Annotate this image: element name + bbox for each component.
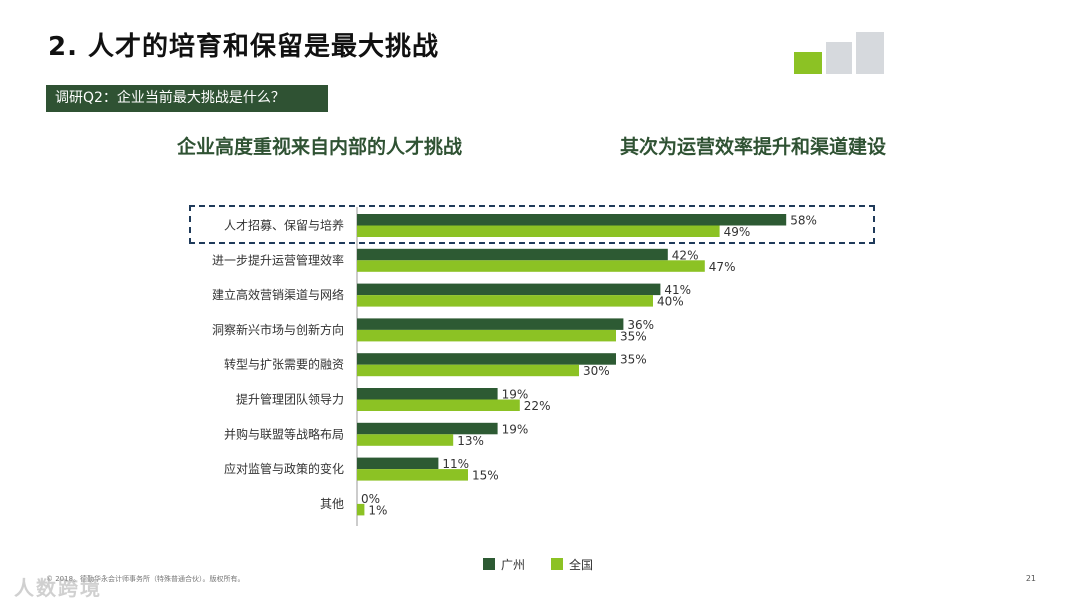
data-label: 22%	[524, 399, 551, 413]
legend-label: 全国	[569, 557, 593, 572]
data-label: 0%	[361, 492, 380, 506]
bar-national	[357, 329, 616, 342]
legend-swatch-national	[551, 558, 563, 570]
bar-national	[357, 295, 653, 307]
category-label: 提升管理团队领导力	[236, 392, 344, 407]
legend-swatch-guangzhou	[483, 558, 495, 570]
data-label: 1%	[368, 503, 387, 517]
category-label: 并购与联盟等战略布局	[224, 426, 344, 441]
bar-national	[357, 503, 365, 516]
category-label: 其他	[320, 497, 344, 511]
category-label: 洞察新兴市场与创新方向	[212, 322, 344, 337]
bar-guangzhou	[357, 422, 498, 435]
subhead-right: 其次为运营效率提升和渠道建设	[620, 136, 887, 158]
bar-guangzhou	[357, 353, 616, 365]
data-label: 35%	[620, 353, 647, 367]
highlight-box	[189, 205, 875, 244]
data-label: 15%	[472, 469, 499, 483]
subhead-left: 企业高度重视来自内部的人才挑战	[177, 136, 463, 158]
deco-block-gray-2	[856, 32, 884, 74]
category-label: 建立高效营销渠道与网络	[212, 287, 344, 302]
decorative-bar-blocks	[794, 32, 884, 74]
data-label: 36%	[627, 318, 654, 332]
deco-block-gray-1	[826, 42, 852, 74]
data-label: 41%	[664, 283, 691, 297]
bar-guangzhou	[357, 283, 661, 296]
watermark: 人数跨境	[14, 576, 102, 600]
data-label: 42%	[672, 248, 699, 262]
bar-guangzhou	[357, 214, 787, 226]
bar-national	[357, 364, 579, 377]
bar-guangzhou	[357, 318, 624, 330]
page-title: 2. 人才的培育和保留是最大挑战	[48, 32, 440, 62]
deco-block-green	[794, 52, 822, 74]
footnote: © 2018。德勤华永会计师事务所（特殊普通合伙）。版权所有。	[46, 575, 245, 583]
data-label: 19%	[502, 422, 529, 436]
bar-guangzhou	[357, 388, 498, 400]
data-label: 11%	[442, 457, 469, 471]
category-label: 人才招募、保留与培养	[224, 218, 344, 233]
data-label: 40%	[657, 295, 684, 309]
bar-guangzhou	[357, 457, 439, 470]
survey-question-banner: 调研Q2：企业当前最大挑战是什么？	[46, 85, 328, 112]
bar-national	[357, 225, 720, 237]
bar-national	[357, 434, 454, 446]
category-label: 进一步提升运营管理效率	[212, 252, 344, 267]
data-label: 58%	[790, 214, 817, 228]
data-label: 30%	[583, 364, 610, 378]
bar-guangzhou	[357, 248, 668, 261]
category-label: 应对监管与政策的变化	[224, 461, 344, 476]
data-label: 13%	[457, 434, 484, 448]
page-number: 21	[1025, 574, 1036, 583]
bar-national	[357, 399, 520, 411]
data-label: 19%	[502, 388, 529, 402]
bar-national	[357, 469, 468, 481]
category-label: 转型与扩张需要的融资	[224, 357, 344, 372]
legend-label: 广州	[501, 558, 525, 572]
bar-national	[357, 260, 705, 272]
data-label: 47%	[709, 260, 736, 274]
data-label: 49%	[724, 225, 751, 239]
data-label: 35%	[620, 329, 647, 343]
